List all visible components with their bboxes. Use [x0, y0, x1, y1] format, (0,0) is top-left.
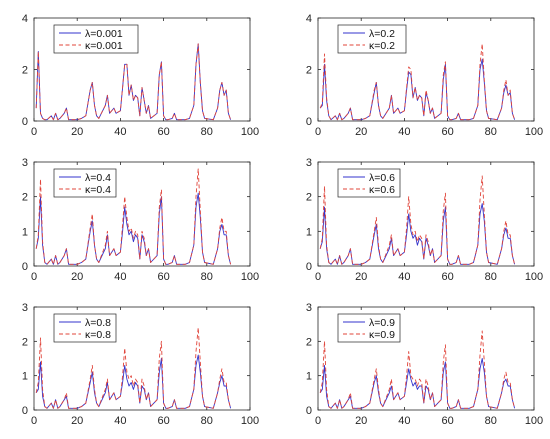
legend: λ=0.6κ=0.6 [337, 168, 401, 198]
y-tick-label: 1 [22, 226, 28, 238]
y-tick-label: 0 [306, 261, 312, 273]
series-line-lambda [319, 58, 516, 121]
legend-entry: κ=0.001 [85, 40, 123, 52]
legend-entry: κ=0.9 [369, 329, 395, 341]
legend-entry: κ=0.8 [85, 329, 111, 341]
legend-box [53, 313, 117, 343]
x-tick-label: 20 [355, 415, 367, 427]
x-tick-label: 100 [525, 126, 543, 138]
legend-box [53, 168, 117, 198]
x-tick-label: 20 [355, 126, 367, 138]
x-tick-label: 0 [31, 126, 37, 138]
legend: λ=0.2κ=0.2 [337, 24, 407, 54]
x-tick-label: 20 [71, 126, 83, 138]
series-line-kappa [319, 330, 516, 409]
x-tick-label: 40 [398, 415, 410, 427]
legend-entry: λ=0.2 [369, 28, 395, 40]
x-tick-label: 60 [157, 126, 169, 138]
legend-box [53, 24, 139, 54]
x-tick-label: 40 [114, 126, 126, 138]
legend-entry: λ=0.6 [369, 172, 395, 184]
series-line-kappa [319, 175, 516, 265]
x-tick-label: 0 [31, 415, 37, 427]
x-tick-label: 80 [201, 126, 213, 138]
y-tick-label: 2 [22, 192, 28, 204]
series-line-kappa [35, 168, 232, 265]
legend-entry: λ=0.001 [85, 28, 123, 40]
x-tick-label: 0 [315, 271, 321, 283]
y-tick-label: 0 [22, 261, 28, 273]
legend-box [337, 24, 407, 54]
x-tick-label: 40 [114, 415, 126, 427]
x-tick-label: 100 [241, 126, 259, 138]
y-tick-label: 1 [22, 371, 28, 383]
x-tick-label: 60 [157, 271, 169, 283]
y-tick-label: 0 [306, 405, 312, 417]
x-tick-label: 80 [201, 415, 213, 427]
series-line-lambda [35, 354, 232, 409]
legend-entry: κ=0.2 [369, 40, 395, 52]
legend-entry: κ=0.6 [369, 184, 395, 196]
x-tick-label: 40 [398, 271, 410, 283]
legend-entry: λ=0.8 [85, 317, 111, 329]
x-tick-label: 40 [398, 126, 410, 138]
x-tick-label: 100 [525, 271, 543, 283]
y-tick-label: 4 [306, 13, 312, 25]
y-tick-label: 1 [306, 226, 312, 238]
legend-entry: κ=0.4 [85, 184, 111, 196]
legend: λ=0.4κ=0.4 [53, 168, 117, 198]
legend-box [337, 313, 401, 343]
y-tick-label: 3 [22, 302, 28, 314]
x-tick-label: 100 [241, 415, 259, 427]
y-tick-label: 3 [306, 157, 312, 169]
y-tick-label: 0 [22, 405, 28, 417]
x-tick-label: 100 [525, 415, 543, 427]
y-tick-label: 2 [22, 336, 28, 348]
chart-panel-6: 0 20 40 60 80 100 0 1 2 3 λ=0.9κ=0.9 [306, 302, 543, 427]
y-tick-label: 2 [306, 65, 312, 77]
x-tick-label: 60 [441, 126, 453, 138]
series-line-kappa [35, 43, 232, 121]
chart-panel-4: 0 20 40 60 80 100 0 1 2 3 λ=0.6κ=0.6 [306, 157, 543, 283]
x-tick-label: 60 [441, 271, 453, 283]
y-tick-label: 4 [22, 13, 28, 25]
y-tick-label: 2 [22, 65, 28, 77]
legend-entry: λ=0.4 [85, 172, 111, 184]
y-tick-label: 1 [306, 371, 312, 383]
y-tick-label: 0 [306, 116, 312, 128]
x-tick-label: 80 [201, 271, 213, 283]
x-tick-label: 80 [485, 126, 497, 138]
y-tick-label: 3 [22, 157, 28, 169]
x-tick-label: 20 [71, 271, 83, 283]
x-tick-label: 60 [441, 415, 453, 427]
x-tick-label: 0 [315, 415, 321, 427]
y-tick-label: 2 [306, 192, 312, 204]
x-tick-label: 20 [355, 271, 367, 283]
chart-panel-2: 0 20 40 60 80 100 0 2 4 λ=0.2κ=0.2 [306, 13, 543, 138]
chart-panel-3: 0 20 40 60 80 100 0 1 2 3 λ=0.4κ=0.4 [22, 157, 259, 283]
x-tick-label: 80 [485, 415, 497, 427]
x-tick-label: 100 [241, 271, 259, 283]
y-tick-label: 2 [306, 336, 312, 348]
x-tick-label: 60 [157, 415, 169, 427]
x-tick-label: 80 [485, 271, 497, 283]
series-line-lambda [319, 358, 516, 409]
x-tick-label: 40 [114, 271, 126, 283]
x-tick-label: 20 [71, 415, 83, 427]
legend-entry: λ=0.9 [369, 317, 395, 329]
legend-box [337, 168, 401, 198]
x-tick-label: 0 [31, 271, 37, 283]
legend: λ=0.9κ=0.9 [337, 313, 401, 343]
chart-panel-5: 0 20 40 60 80 100 0 1 2 3 λ=0.8κ=0.8 [22, 302, 259, 427]
y-tick-label: 3 [306, 302, 312, 314]
y-tick-label: 0 [22, 116, 28, 128]
legend: λ=0.8κ=0.8 [53, 313, 117, 343]
x-tick-label: 0 [315, 126, 321, 138]
